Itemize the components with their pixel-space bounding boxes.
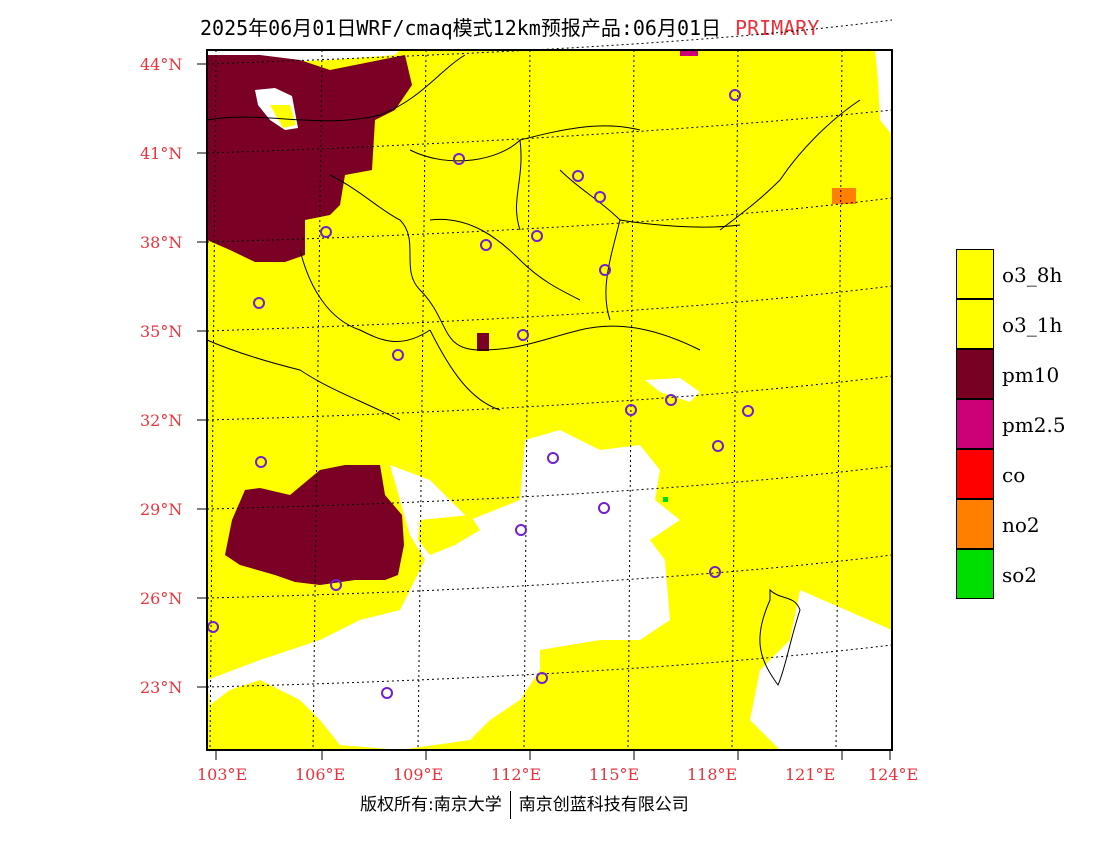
station-marker <box>531 230 543 242</box>
station-marker <box>729 89 741 101</box>
station-marker <box>392 349 404 361</box>
legend-label: o3_8h <box>1002 263 1063 287</box>
lat-label-23: 23°N <box>140 678 183 697</box>
pm25-patch-north <box>680 50 698 56</box>
legend-label: co <box>1002 463 1026 487</box>
station-marker <box>536 672 548 684</box>
station-marker <box>709 566 721 578</box>
o3-patch-south <box>418 515 480 555</box>
station-marker <box>712 440 724 452</box>
legend-swatch <box>956 549 994 599</box>
legend-item-o3-8h: o3_8h <box>956 249 1096 299</box>
legend-swatch <box>956 399 994 449</box>
company-text: 南京创蓝科技有限公司 <box>518 795 689 815</box>
legend-label: so2 <box>1002 563 1038 587</box>
lon-label-121: 121°E <box>785 765 836 784</box>
station-marker <box>598 502 610 514</box>
lat-label-41: 41°N <box>140 144 183 163</box>
station-marker <box>480 239 492 251</box>
o3-patch-guangdong <box>540 640 640 675</box>
clean-patch-east <box>645 378 700 402</box>
lat-label-32: 32°N <box>140 411 183 430</box>
station-marker <box>572 170 584 182</box>
lon-label-109: 109°E <box>393 765 444 784</box>
lat-label-29: 29°N <box>140 500 183 519</box>
legend-item-no2: no2 <box>956 499 1096 549</box>
legend-item-pm25: pm2.5 <box>956 399 1096 449</box>
station-marker <box>330 579 342 591</box>
o3-patch-north <box>270 105 296 128</box>
legend-label: no2 <box>1002 513 1040 537</box>
lat-label-26: 26°N <box>140 589 183 608</box>
station-marker <box>381 687 393 699</box>
lon-label-112: 112°E <box>491 765 542 784</box>
pm10-region-northwest <box>207 55 412 262</box>
no-data-region-ne <box>875 50 892 135</box>
legend-swatch <box>956 249 994 299</box>
pm10-speck <box>477 333 489 351</box>
legend-item-co: co <box>956 449 1096 499</box>
run-type-label: PRIMARY <box>735 16 820 40</box>
lon-label-124: 124°E <box>868 765 919 784</box>
station-marker <box>320 226 332 238</box>
lon-label-115: 115°E <box>589 765 640 784</box>
lat-label-38: 38°N <box>140 233 183 252</box>
no2-patch-korea <box>832 188 856 204</box>
legend-item-pm10: pm10 <box>956 349 1096 399</box>
station-marker <box>625 404 637 416</box>
lat-label-35: 35°N <box>140 322 183 341</box>
legend-label: o3_1h <box>1002 313 1063 337</box>
legend-swatch <box>956 449 994 499</box>
legend-swatch <box>956 349 994 399</box>
lon-label-106: 106°E <box>295 765 346 784</box>
legend-label: pm10 <box>1002 363 1060 387</box>
station-marker <box>599 264 611 276</box>
lon-label-118: 118°E <box>687 765 738 784</box>
lon-label-103: 103°E <box>197 765 248 784</box>
footer-divider <box>509 791 511 819</box>
copyright-text: 版权所有:南京大学 <box>360 795 502 815</box>
station-marker <box>742 405 754 417</box>
station-marker <box>253 297 265 309</box>
lat-label-44: 44°N <box>140 55 183 74</box>
map-frame <box>206 49 893 751</box>
station-marker <box>453 153 465 165</box>
station-marker <box>517 329 529 341</box>
axis-ticks <box>197 63 891 760</box>
legend-label: pm2.5 <box>1002 413 1066 437</box>
station-marker <box>255 456 267 468</box>
graticule <box>206 19 893 751</box>
station-marker <box>547 452 559 464</box>
legend-item-so2: so2 <box>956 549 1096 599</box>
title-text: 2025年06月01日WRF/cmaq模式12km预报产品:06月01日 <box>200 16 722 40</box>
legend-item-o3-1h: o3_1h <box>956 299 1096 349</box>
pm10-region-sichuan <box>225 465 404 585</box>
station-markers <box>207 89 754 699</box>
legend-swatch <box>956 299 994 349</box>
pollutant-legend: o3_8h o3_1h pm10 pm2.5 co no2 so2 <box>956 249 1096 599</box>
map-title: 2025年06月01日WRF/cmaq模式12km预报产品:06月01日 PRIM… <box>200 12 819 41</box>
station-marker <box>515 524 527 536</box>
so2-speck <box>663 497 668 502</box>
no-data-region-se <box>750 590 892 750</box>
copyright-footer: 版权所有:南京大学 南京创蓝科技有限公司 <box>360 790 689 819</box>
legend-swatch <box>956 499 994 549</box>
station-marker <box>594 191 606 203</box>
admin-borders <box>206 54 861 686</box>
station-marker <box>665 394 677 406</box>
